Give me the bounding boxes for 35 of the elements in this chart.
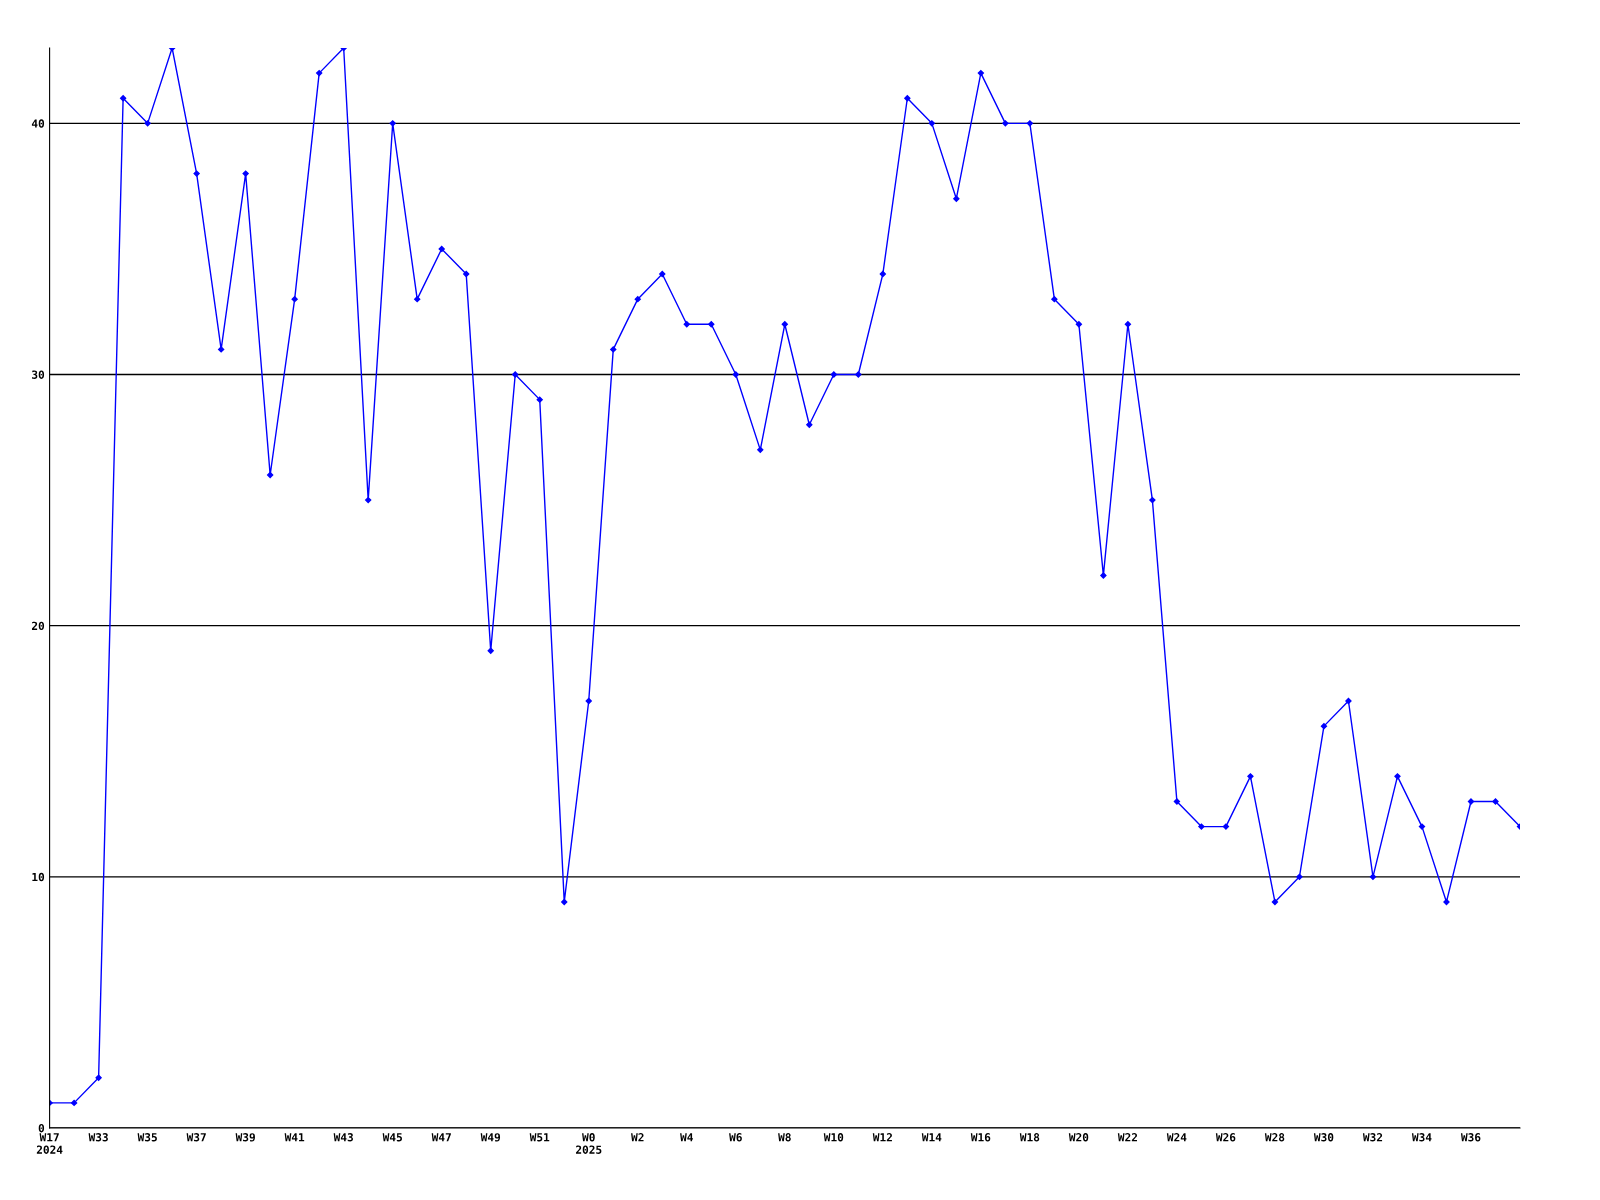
x-tick-label: W43 (333, 1133, 353, 1142)
x-tick-label: W4 (680, 1133, 693, 1142)
y-tick-label: 0 (38, 1123, 45, 1133)
x-tick-label: W35 (137, 1133, 157, 1142)
x-tick-label: W28 (1264, 1133, 1285, 1142)
x-tick-label: W16 (970, 1133, 991, 1142)
x-tick-label: W17 2024 (36, 1133, 63, 1154)
x-tick-label: W45 (382, 1133, 402, 1142)
x-tick-label: W39 (235, 1133, 255, 1142)
y-tick-label: 10 (32, 872, 45, 882)
x-tick-label: W36 (1460, 1133, 1481, 1142)
y-tick-label: 20 (31, 621, 45, 631)
x-tick-label: W22 (1117, 1133, 1138, 1142)
x-tick-label: W34 (1411, 1133, 1432, 1142)
x-tick-label: W47 (431, 1133, 451, 1142)
x-tick-label: W37 (186, 1133, 206, 1142)
x-tick-label: W18 (1019, 1133, 1040, 1142)
x-tick-label: W14 (921, 1133, 942, 1142)
x-tick-label: W32 (1362, 1133, 1383, 1142)
x-tick-label: W41 (284, 1133, 305, 1142)
x-tick-label: W8 (778, 1133, 791, 1142)
x-tick-label: W6 (729, 1133, 742, 1142)
x-tick-label: W33 (88, 1133, 108, 1142)
x-tick-label: W49 (480, 1133, 501, 1142)
x-tick-label: W12 (872, 1133, 892, 1142)
x-tick-label: W30 (1313, 1133, 1334, 1142)
x-tick-label: W26 (1215, 1133, 1236, 1142)
x-tick-label: W20 (1068, 1133, 1089, 1142)
y-tick-label: 40 (31, 119, 45, 128)
x-tick-label: W24 (1166, 1133, 1187, 1142)
x-tick-label: W2 (631, 1133, 644, 1142)
x-tick-label: W10 (823, 1133, 844, 1142)
y-tick-label: 30 (32, 370, 45, 379)
x-tick-label: W51 (529, 1133, 550, 1142)
x-tick-label: W0 2025 (575, 1133, 602, 1154)
